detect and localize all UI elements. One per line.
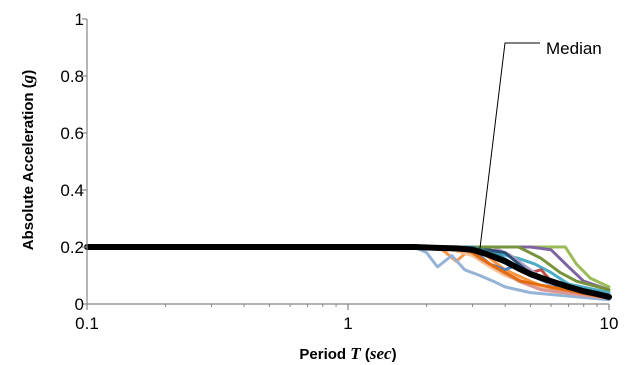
x-axis-label-unit: sec: [369, 344, 392, 363]
y-tick-label: 0.2: [60, 238, 84, 257]
median-leader-line: [479, 42, 540, 250]
y-axis-label-var: g: [18, 74, 37, 84]
x-axis-label-suffix: ): [392, 346, 397, 363]
x-tick-label: 1: [343, 314, 352, 333]
x-ticks: 0.1 1 10: [75, 304, 618, 333]
series-line-7: [85, 245, 611, 302]
y-axis-label-prefix: Absolute Acceleration (: [20, 83, 37, 250]
y-axis-label: Absolute Acceleration (g): [18, 70, 37, 250]
y-tick-label: 0: [75, 295, 84, 314]
x-axis-label-mid: (: [361, 346, 370, 363]
x-tick-label: 0.1: [75, 314, 99, 333]
median-annotation-label: Median: [546, 39, 602, 58]
median-line: [84, 244, 612, 300]
median-annotation: Median: [479, 39, 602, 250]
y-tick-label: 1: [75, 10, 84, 29]
median-layer: [84, 244, 612, 300]
y-tick-label: 0.8: [60, 67, 84, 86]
x-axis-label-var: T: [350, 344, 361, 363]
y-tick-label: 0.6: [60, 124, 84, 143]
x-axis-label: Period T (sec): [299, 344, 396, 363]
y-axis-label-suffix: ): [20, 70, 37, 75]
x-tick-label: 10: [600, 314, 619, 333]
y-ticks: 0 0.2 0.4 0.6 0.8 1: [60, 10, 87, 314]
y-tick-label: 0.4: [60, 181, 84, 200]
x-axis-label-prefix: Period: [299, 346, 350, 363]
